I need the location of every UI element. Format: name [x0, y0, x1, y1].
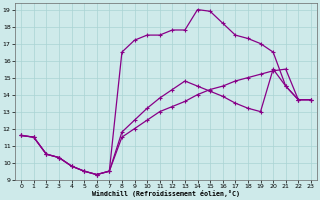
X-axis label: Windchill (Refroidissement éolien,°C): Windchill (Refroidissement éolien,°C): [92, 190, 240, 197]
